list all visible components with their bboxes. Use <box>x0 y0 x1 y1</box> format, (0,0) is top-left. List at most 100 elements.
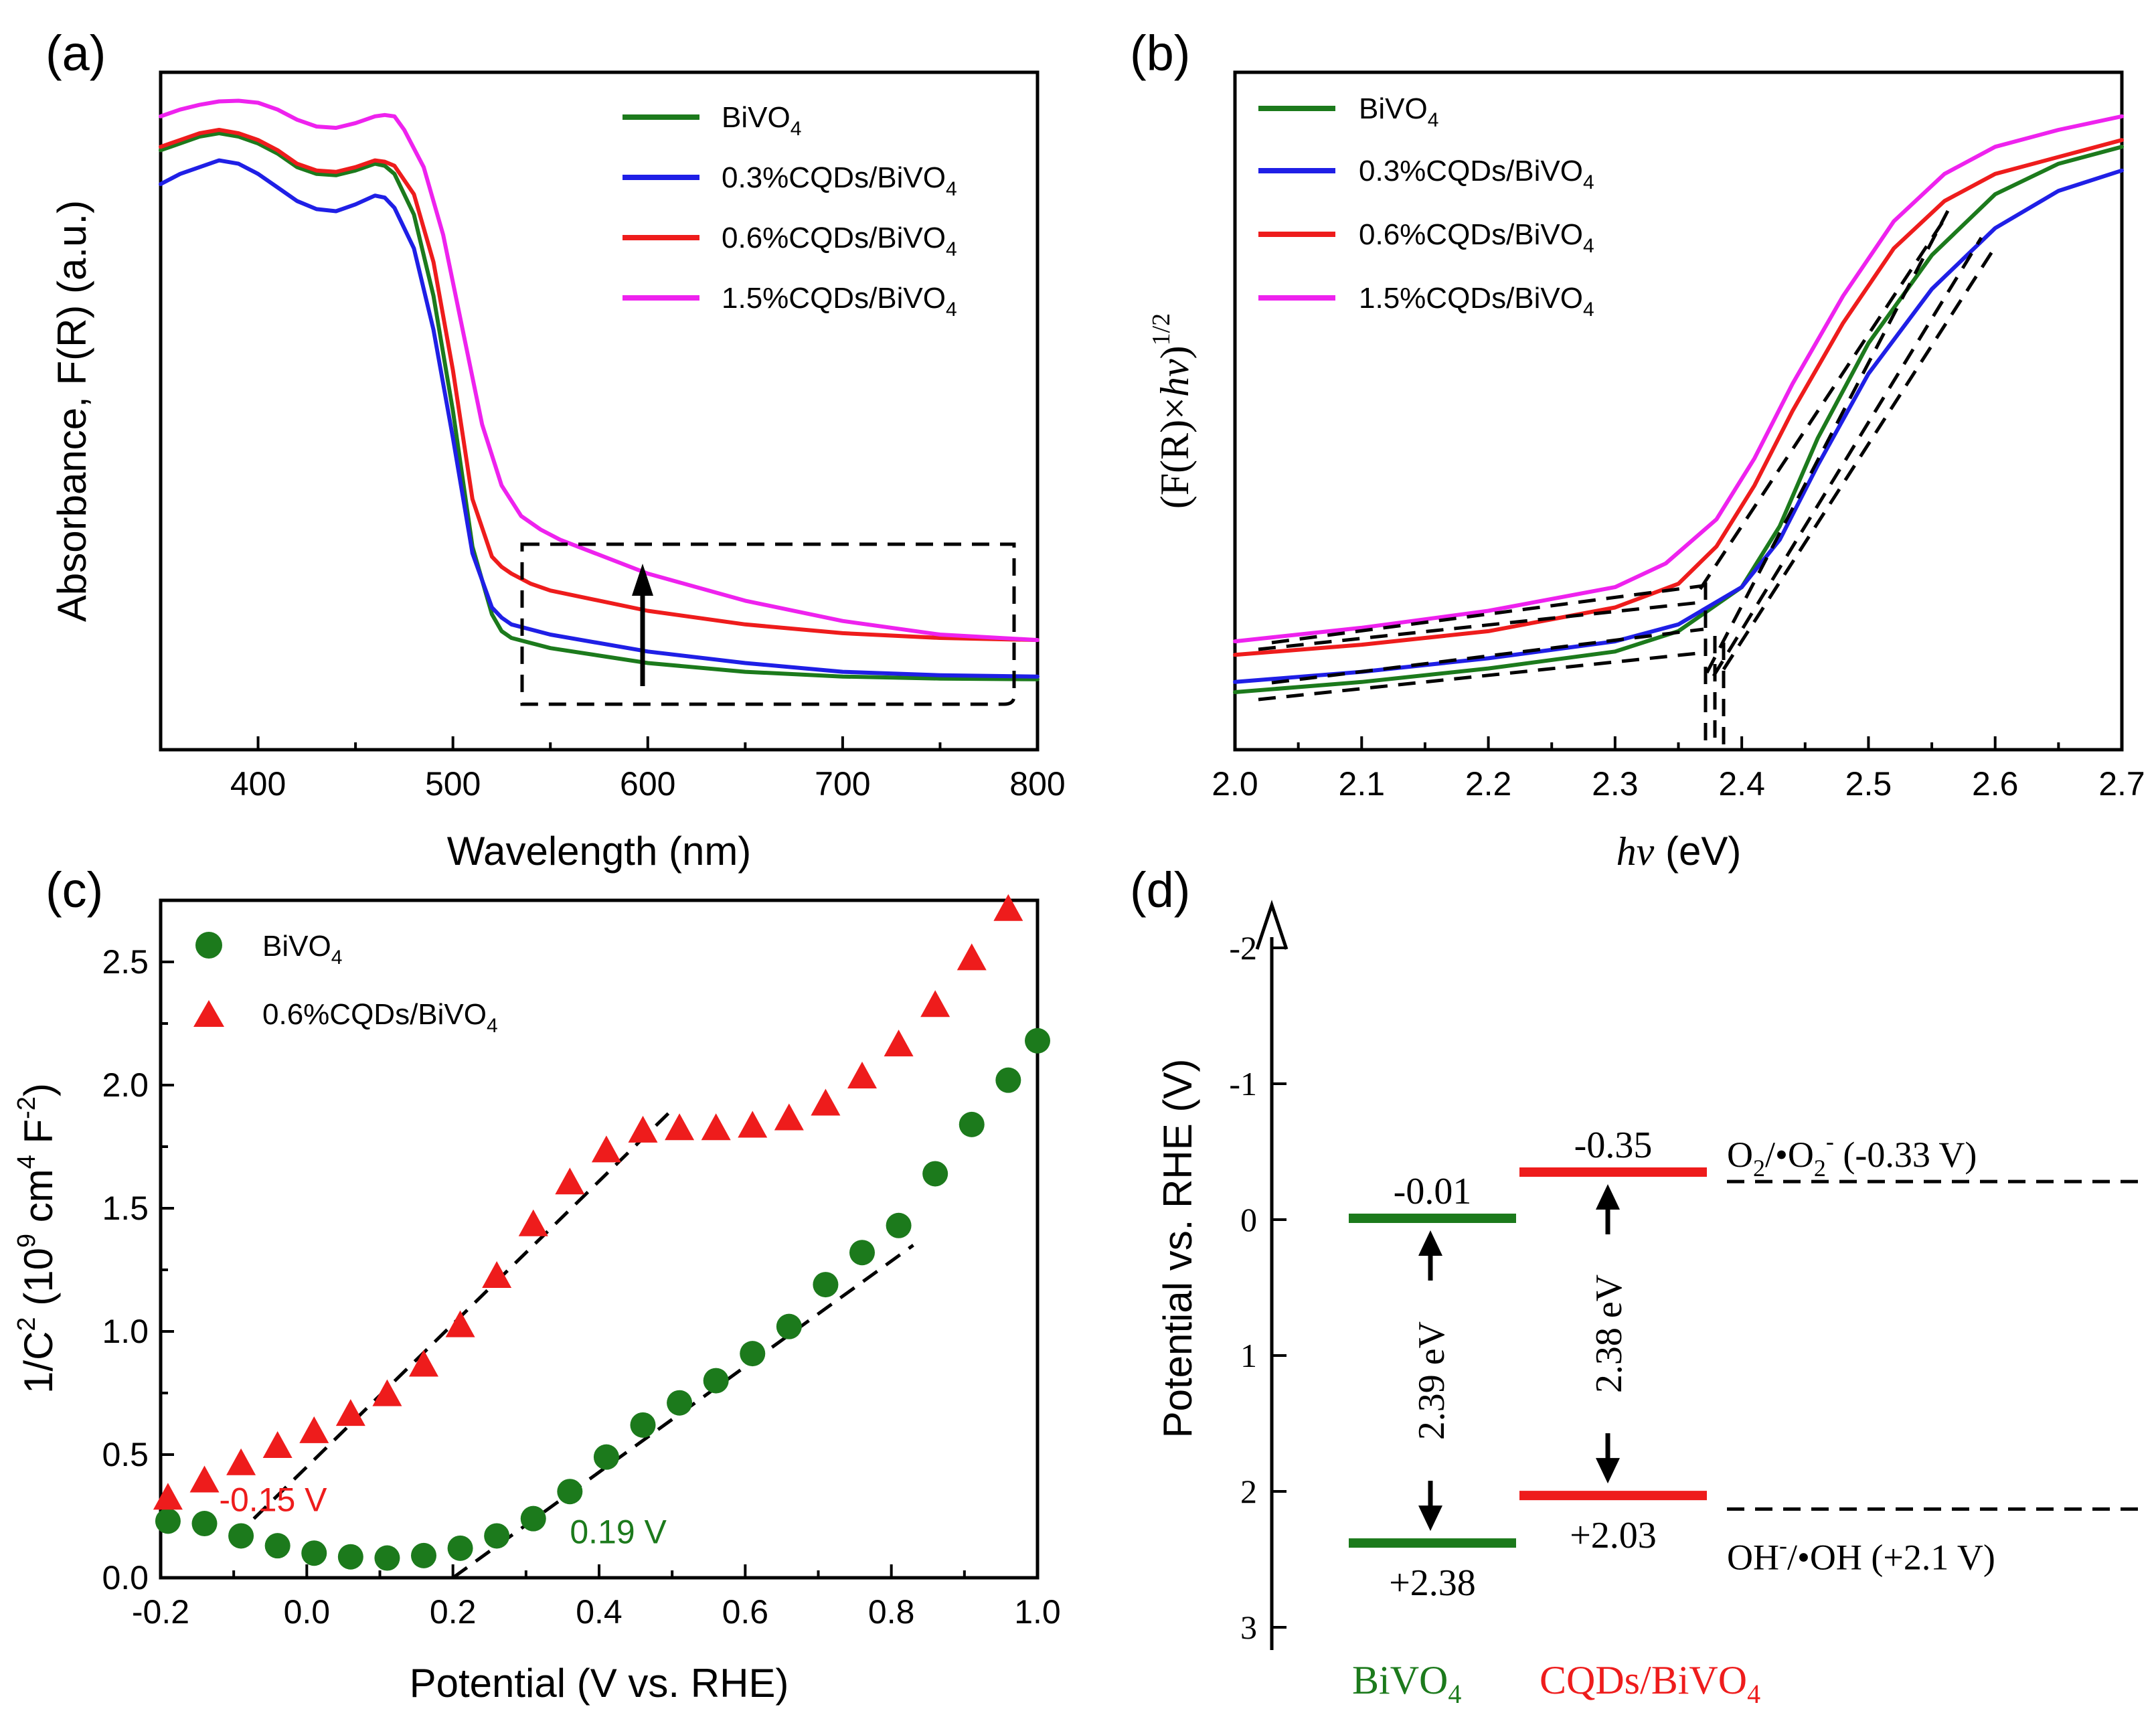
legend-a-text-0.6cqds: 0.6%CQDs/BiVO4 <box>722 222 957 260</box>
y-tick-label: 2.0 <box>102 1066 149 1104</box>
vb-value-cqds-bivo4: +2.03 <box>1570 1515 1657 1556</box>
point-bivo4 <box>922 1161 948 1187</box>
panel-c-y-ticks: 0.0 0.5 1.0 1.5 2.0 2.5 <box>102 943 174 1597</box>
legend-c-text-bivo4: BiVO4 <box>262 930 342 969</box>
series-a-line-1.5cqds-bivo4 <box>159 98 1040 643</box>
tangent-steep-2 <box>1712 236 1983 677</box>
legend-c-marker-bivo4 <box>195 932 222 959</box>
point-bivo4 <box>667 1390 693 1416</box>
redox-level-label: O2/•O2- (-0.33 V) <box>1727 1128 1977 1181</box>
point-bivo4 <box>740 1341 766 1367</box>
panel-a-label: (a) <box>46 25 106 81</box>
mott-schottky-fit-line <box>232 1109 673 1540</box>
legend-b-text-0.6cqds: 0.6%CQDs/BiVO4 <box>1359 218 1594 257</box>
point-0.6cqds-bivo4 <box>628 1115 658 1143</box>
tangent-steep-1 <box>1705 210 1950 674</box>
panel-b-x-ticks: 2.0 2.1 2.2 2.3 2.4 2.5 2.6 2.7 <box>1212 736 2145 803</box>
point-bivo4 <box>776 1313 802 1339</box>
series-b-line-bivo4 <box>1233 145 2124 694</box>
panel-a-plot-frame <box>159 70 1040 752</box>
point-0.6cqds-bivo4 <box>409 1349 438 1377</box>
point-0.6cqds-bivo4 <box>262 1430 293 1458</box>
y-tick-label: 0.0 <box>102 1559 149 1597</box>
panel-c-label: (c) <box>46 862 103 918</box>
panel-b-tangent-lines <box>1258 210 1997 750</box>
x-tick-label: 2.6 <box>1972 765 2019 803</box>
point-0.6cqds-bivo4 <box>811 1088 841 1116</box>
gap-arrow-down-head <box>1418 1505 1442 1532</box>
flatband-annotation: 0.19 V <box>570 1513 667 1550</box>
y-tick-label: 0.5 <box>102 1436 149 1473</box>
x-tick-label: 2.5 <box>1845 765 1892 803</box>
gap-arrow-up-head <box>1596 1183 1620 1210</box>
x-tick-label: 0.8 <box>868 1593 915 1631</box>
panel-b-legend: BiVO4 0.3%CQDs/BiVO4 0.6%CQDs/BiVO4 1.5%… <box>1258 92 1594 321</box>
vb-value-bivo4: +2.38 <box>1389 1562 1476 1604</box>
x-tick-label: 2.2 <box>1465 765 1512 803</box>
panel-c-legend: BiVO4 0.6%CQDs/BiVO4 <box>193 930 498 1037</box>
point-0.6cqds-bivo4 <box>738 1111 768 1138</box>
tangent-baseline-3 <box>1258 600 1701 651</box>
panel-d-y-axis-label: Potential vs. RHE (V) <box>1155 1059 1200 1439</box>
point-bivo4 <box>886 1212 912 1238</box>
tangent-baseline-1 <box>1258 651 1704 702</box>
point-bivo4 <box>337 1544 363 1570</box>
x-tick-label: 600 <box>620 765 675 803</box>
point-bivo4 <box>520 1505 546 1532</box>
y-tick-label: 3 <box>1240 1609 1257 1646</box>
point-bivo4 <box>1025 1028 1050 1054</box>
legend-c-text-0.6cqds: 0.6%CQDs/BiVO4 <box>262 998 498 1037</box>
tangent-baseline-4 <box>1271 584 1704 645</box>
legend-b-text-1.5cqds: 1.5%CQDs/BiVO4 <box>1359 282 1594 321</box>
point-0.6cqds-bivo4 <box>957 943 987 971</box>
x-tick-label: 0.0 <box>284 1593 331 1631</box>
tangent-baseline-2 <box>1271 627 1704 685</box>
x-tick-label: 2.0 <box>1212 765 1258 803</box>
y-tick-label: 2 <box>1240 1473 1257 1510</box>
series-a-line-0.6cqds-bivo4 <box>159 128 1040 643</box>
point-bivo4 <box>301 1540 327 1566</box>
series-a-line-0.3cqds-bivo4 <box>159 158 1040 679</box>
panel-a: (a) 400 500 600 700 800 Wavelength (nm) Abso… <box>46 25 1066 874</box>
point-bivo4 <box>995 1067 1021 1093</box>
cb-value-bivo4: -0.01 <box>1394 1171 1472 1212</box>
panel-c-annotations: -0.15 V 0.19 V <box>219 1481 667 1551</box>
panel-b-curves <box>1233 114 2124 694</box>
x-tick-label: 400 <box>230 765 286 803</box>
point-0.6cqds-bivo4 <box>993 894 1023 921</box>
legend-a-text-bivo4: BiVO4 <box>722 101 801 140</box>
panel-a-y-axis-label: Absorbance, F(R) (a.u.) <box>50 200 94 622</box>
gap-arrow-down-head <box>1596 1458 1620 1484</box>
band-gap-label-bivo4: 2.39 eV <box>1411 1321 1453 1440</box>
point-0.6cqds-bivo4 <box>372 1379 402 1406</box>
gap-arrow-up-head <box>1418 1230 1442 1256</box>
y-tick-label: -1 <box>1229 1065 1257 1102</box>
point-0.6cqds-bivo4 <box>884 1030 914 1057</box>
panel-a-legend: BiVO4 0.3%CQDs/BiVO4 0.6%CQDs/BiVO4 1.5%… <box>623 101 957 321</box>
x-tick-label: 500 <box>425 765 481 803</box>
panel-d-y-ticks: -2 -1 0 1 2 3 <box>1229 929 1287 1646</box>
point-0.6cqds-bivo4 <box>555 1167 585 1195</box>
panel-c-x-ticks: -0.2 0.0 0.2 0.4 0.6 0.8 1.0 <box>132 1564 1061 1631</box>
panel-d: (d) -2 -1 0 1 2 3 -0.01 +2.38 2.39 eV BiVO4 -0.35… <box>1130 862 2149 1709</box>
panel-a-curves <box>159 98 1040 681</box>
x-tick-label: 2.7 <box>2098 765 2145 803</box>
x-tick-label: 700 <box>815 765 870 803</box>
x-tick-label: 2.1 <box>1339 765 1386 803</box>
series-b-line-0.6cqds-bivo4 <box>1233 138 2124 657</box>
panel-b-x-axis-label: hv (eV) <box>1616 829 1742 874</box>
panel-c-points <box>153 894 1050 1571</box>
point-bivo4 <box>264 1533 291 1559</box>
cb-value-cqds-bivo4: -0.35 <box>1574 1125 1653 1166</box>
panel-d-axis-arrow <box>1255 900 1289 950</box>
point-bivo4 <box>374 1545 400 1571</box>
x-tick-label: 0.2 <box>430 1593 477 1631</box>
point-bivo4 <box>447 1535 473 1561</box>
x-tick-label: 1.0 <box>1014 1593 1061 1631</box>
legend-a-text-1.5cqds: 1.5%CQDs/BiVO4 <box>722 282 957 321</box>
point-0.6cqds-bivo4 <box>774 1103 804 1131</box>
point-bivo4 <box>191 1511 218 1537</box>
panel-a-x-ticks: 400 500 600 700 800 <box>159 736 1066 803</box>
series-b-line-1.5cqds-bivo4 <box>1233 114 2124 644</box>
point-0.6cqds-bivo4 <box>299 1416 329 1443</box>
